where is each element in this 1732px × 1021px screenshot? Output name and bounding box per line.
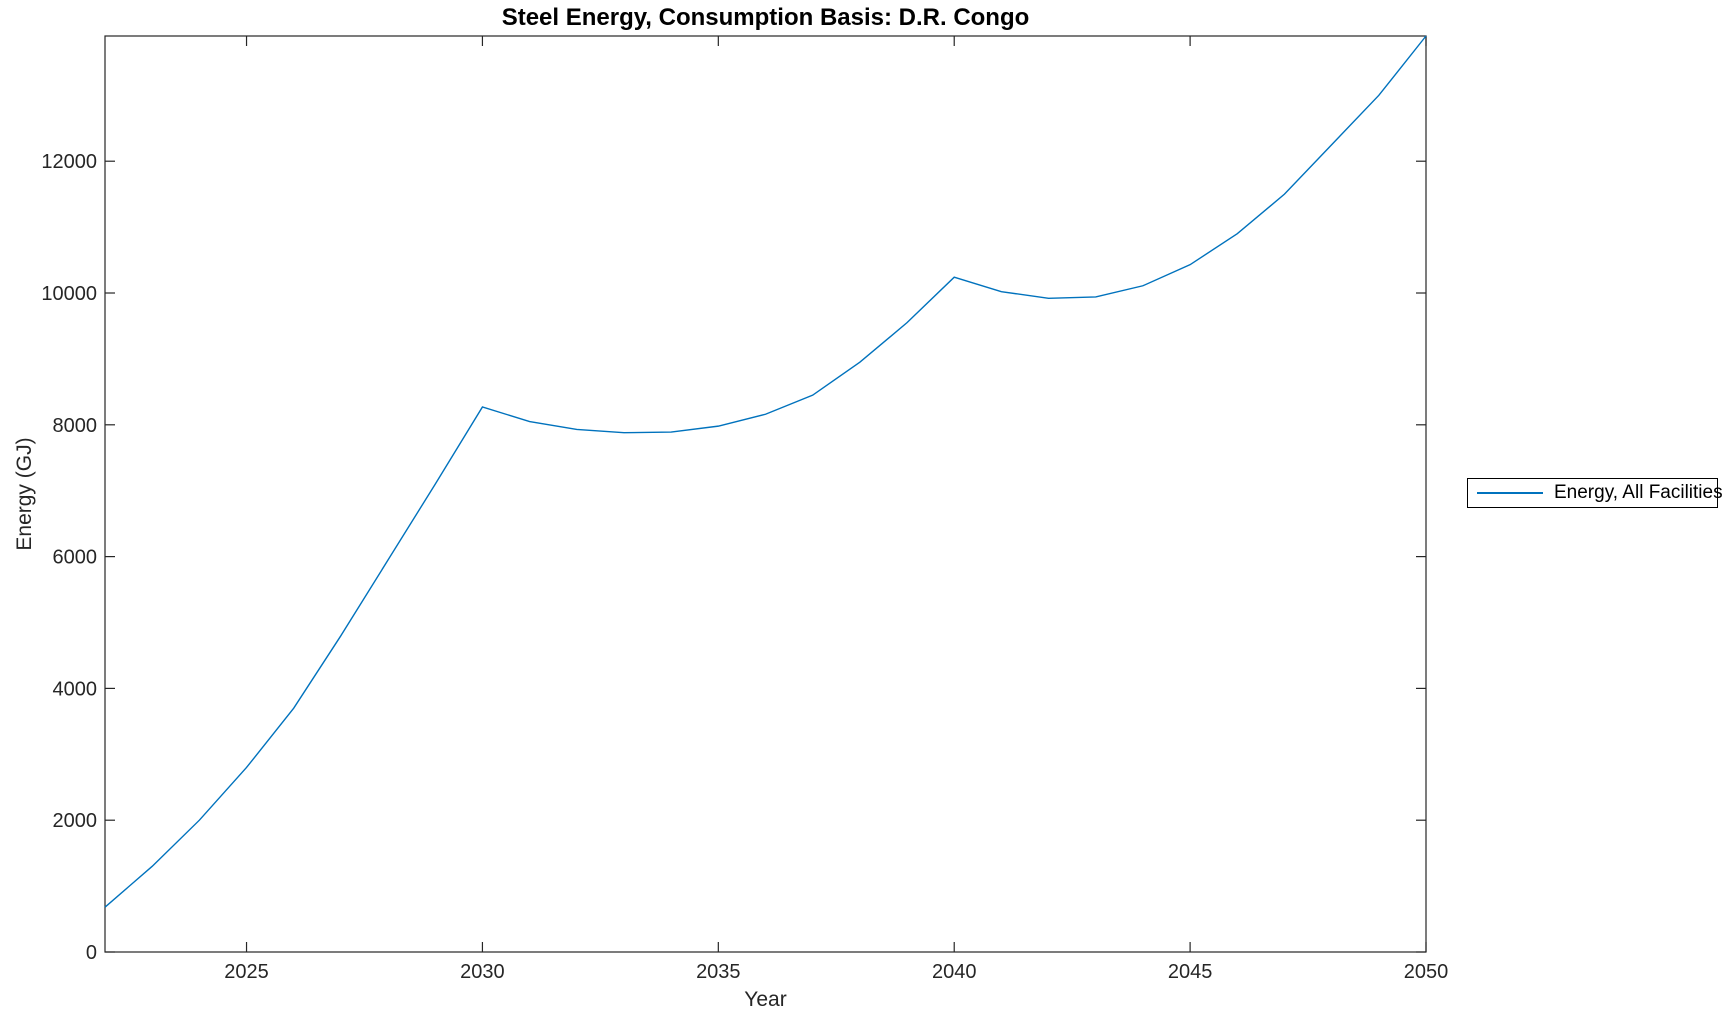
x-tick-label: 2040 [932, 961, 977, 983]
legend: Energy, All Facilities [1467, 478, 1723, 508]
chart-title: Steel Energy, Consumption Basis: D.R. Co… [501, 4, 1030, 31]
x-tick-label: 2045 [1168, 961, 1213, 983]
y-tick-label: 6000 [53, 547, 98, 569]
x-tick-label: 2025 [224, 961, 269, 983]
y-tick-label: 2000 [53, 810, 98, 832]
x-axis-label: Year [744, 988, 787, 1011]
x-tick-label: 2030 [460, 961, 505, 983]
data-line [104, 35, 1427, 908]
plot-box [104, 35, 1427, 953]
legend-item-label: Energy, All Facilities [1554, 482, 1723, 503]
y-tick-label: 12000 [41, 151, 97, 173]
y-axis-label: Energy (GJ) [13, 437, 36, 551]
y-tick-label: 8000 [53, 415, 98, 437]
x-tick-label: 2050 [1404, 961, 1449, 983]
x-tick-label: 2035 [696, 961, 741, 983]
legend-line-sample-icon [1477, 492, 1543, 494]
y-tick-label: 0 [86, 942, 97, 964]
y-tick-label: 4000 [53, 678, 98, 700]
y-tick-label: 10000 [41, 283, 97, 305]
